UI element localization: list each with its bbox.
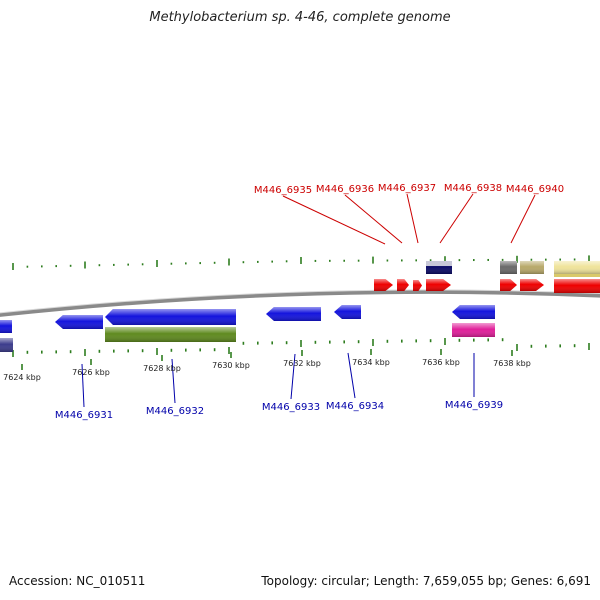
tick-label-7638: 7638 kbp bbox=[493, 359, 531, 368]
gene-M446_6940[interactable] bbox=[500, 279, 517, 291]
bottom-label-leader bbox=[290, 353, 296, 400]
gene-M446_6939[interactable] bbox=[452, 323, 495, 337]
gene-label-M446_6940[interactable]: M446_6940 bbox=[506, 184, 564, 195]
gene-label-M446_6934[interactable]: M446_6934 bbox=[326, 401, 384, 412]
bottom-label-leader bbox=[347, 352, 356, 399]
bottom-label-leader bbox=[81, 363, 85, 408]
tick-label-7626: 7626 kbp bbox=[72, 368, 110, 377]
top-label-leader bbox=[439, 193, 474, 244]
gene-feature-dark-cap bbox=[426, 261, 452, 266]
gene-label-M446_6937[interactable]: M446_6937 bbox=[378, 183, 436, 194]
gene-label-M446_6932[interactable]: M446_6932 bbox=[146, 406, 204, 417]
bottom-gene-labels: M446_6931 M446_6932 M446_6933 M446_6934 … bbox=[55, 400, 503, 421]
gene-feature-navy-edge[interactable] bbox=[0, 338, 13, 352]
gene-feature-grey[interactable] bbox=[500, 261, 517, 274]
outer-ticks bbox=[12, 255, 590, 270]
gene-feature-blue-6939a[interactable] bbox=[452, 305, 495, 319]
gene-label-M446_6939[interactable]: M446_6939 bbox=[445, 400, 503, 411]
gene-M446_6932[interactable] bbox=[105, 327, 236, 342]
chromosome-backbone bbox=[0, 289, 600, 317]
gene-M446_6934[interactable] bbox=[334, 305, 361, 319]
top-label-leader bbox=[344, 194, 403, 244]
gene-feature-red-3[interactable] bbox=[554, 279, 600, 293]
gene-feature-cream[interactable] bbox=[554, 261, 600, 274]
inner-ticks bbox=[12, 338, 590, 357]
gene-label-M446_6938[interactable]: M446_6938 bbox=[444, 183, 502, 194]
label-leaders bbox=[81, 193, 536, 408]
tick-label-7624: 7624 kbp bbox=[3, 373, 41, 382]
gene-M446_6933[interactable] bbox=[266, 307, 321, 321]
tick-label-7636: 7636 kbp bbox=[422, 358, 460, 367]
gene-M446_6932-a[interactable] bbox=[105, 309, 236, 325]
gene-label-M446_6933[interactable]: M446_6933 bbox=[262, 402, 320, 413]
bottom-label-leader bbox=[171, 358, 176, 404]
gene-feature-khaki[interactable] bbox=[520, 261, 544, 274]
top-label-leader bbox=[510, 194, 536, 244]
genome-title: Methylobacterium sp. 4-46, complete geno… bbox=[149, 10, 451, 25]
gene-feature-blue-edge[interactable] bbox=[0, 320, 12, 333]
axis-tick-labels: 7624 kbp 7626 kbp 7628 kbp 7630 kbp 7632 kbp… bbox=[3, 349, 531, 382]
gene-feature-cream-edge bbox=[554, 274, 600, 277]
gene-feature-red-2[interactable] bbox=[520, 279, 544, 291]
gene-label-M446_6931[interactable]: M446_6931 bbox=[55, 410, 113, 421]
tick-label-7628: 7628 kbp bbox=[143, 364, 181, 373]
accession-text: Accession: NC_010511 bbox=[9, 574, 146, 588]
gene-label-M446_6935[interactable]: M446_6935 bbox=[254, 185, 312, 196]
top-gene-labels: M446_6935 M446_6936 M446_6937 M446_6938 … bbox=[254, 183, 564, 196]
tick-label-7634: 7634 kbp bbox=[352, 358, 390, 367]
top-label-leader bbox=[406, 193, 419, 244]
gene-M446_6938[interactable] bbox=[426, 279, 451, 291]
gene-label-M446_6936[interactable]: M446_6936 bbox=[316, 184, 374, 195]
gene-M446_6936[interactable] bbox=[397, 279, 409, 291]
top-label-leader bbox=[282, 195, 386, 245]
tick-label-7632: 7632 kbp bbox=[283, 359, 321, 368]
gene-M446_6937[interactable] bbox=[413, 280, 422, 291]
genome-summary-text: Topology: circular; Length: 7,659,055 bp… bbox=[261, 574, 591, 588]
gene-M446_6935[interactable] bbox=[374, 279, 393, 291]
gene-M446_6931[interactable] bbox=[55, 315, 103, 329]
tick-label-7630: 7630 kbp bbox=[212, 361, 250, 370]
gene-features bbox=[0, 261, 600, 352]
